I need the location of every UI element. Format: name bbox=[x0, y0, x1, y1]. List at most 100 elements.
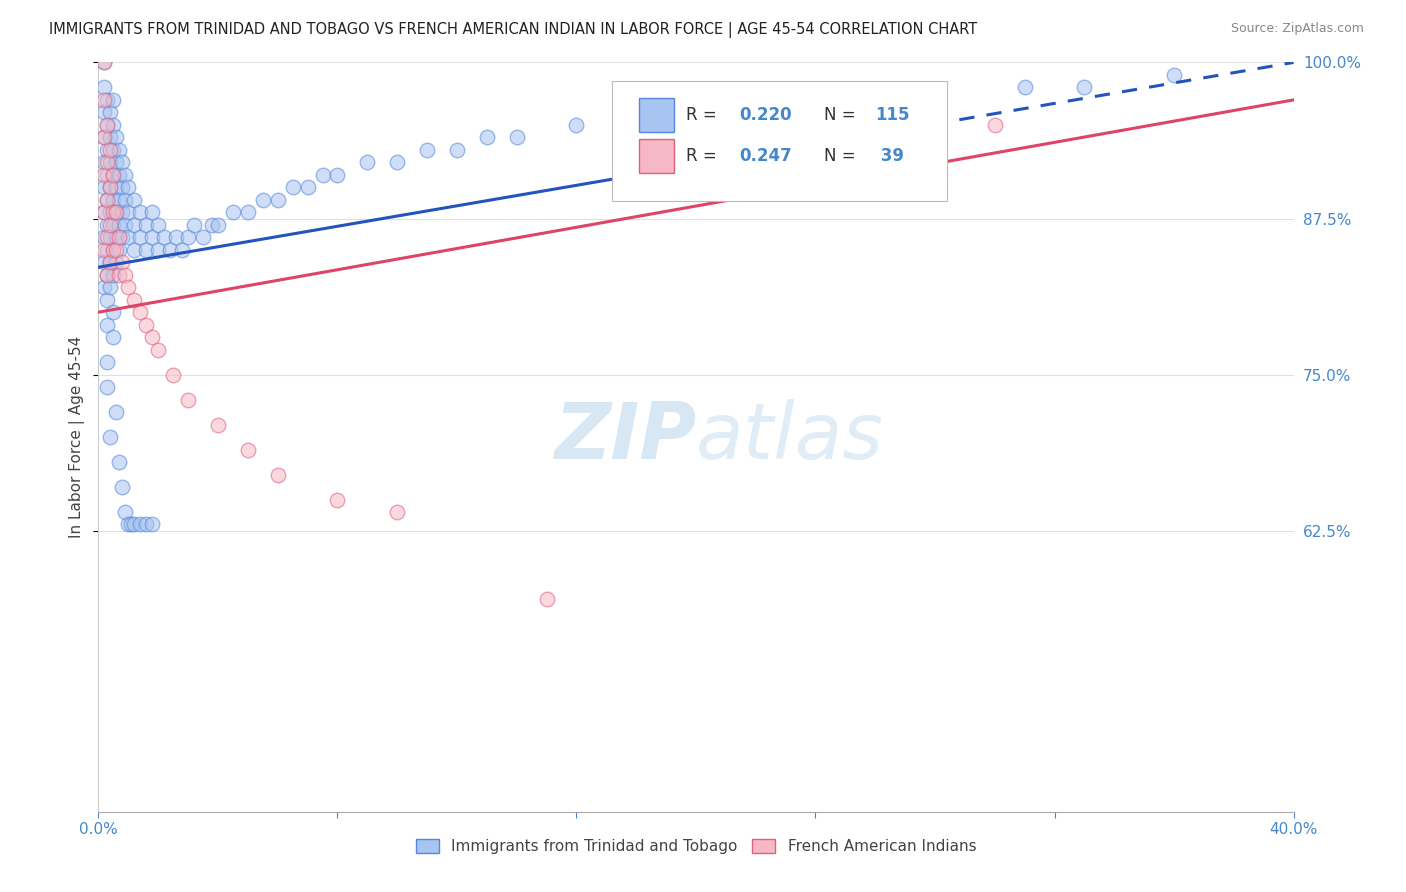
Point bbox=[98, 143, 122, 157]
Point bbox=[105, 155, 128, 169]
Point bbox=[117, 280, 139, 294]
Point bbox=[207, 417, 229, 432]
Point bbox=[111, 155, 134, 169]
Point bbox=[626, 118, 648, 132]
Point bbox=[117, 180, 139, 194]
Point bbox=[93, 93, 115, 107]
Text: ZIP: ZIP bbox=[554, 399, 696, 475]
Point bbox=[96, 318, 118, 332]
Point bbox=[108, 243, 131, 257]
Point bbox=[222, 205, 245, 219]
Point bbox=[416, 143, 439, 157]
Point bbox=[326, 168, 349, 182]
Point bbox=[98, 180, 122, 194]
Point bbox=[103, 243, 125, 257]
Point bbox=[96, 380, 118, 394]
Point bbox=[105, 130, 128, 145]
Point bbox=[108, 230, 131, 244]
Point bbox=[114, 218, 136, 232]
Point bbox=[120, 517, 142, 532]
Point bbox=[111, 255, 134, 269]
Point bbox=[111, 230, 134, 244]
Point bbox=[141, 330, 163, 344]
Point bbox=[96, 268, 118, 282]
Text: 39: 39 bbox=[876, 147, 904, 165]
Point bbox=[114, 268, 136, 282]
Point bbox=[98, 430, 122, 444]
Point bbox=[108, 168, 131, 182]
Bar bbox=[638, 98, 675, 132]
Point bbox=[129, 305, 152, 319]
Point bbox=[236, 442, 259, 457]
Point bbox=[745, 105, 768, 120]
Point bbox=[114, 193, 136, 207]
Point bbox=[103, 168, 125, 182]
Point bbox=[93, 168, 115, 182]
Point bbox=[114, 505, 136, 519]
Point bbox=[103, 268, 125, 282]
Point bbox=[114, 168, 136, 182]
Point bbox=[93, 55, 115, 70]
Point bbox=[117, 230, 139, 244]
Legend: Immigrants from Trinidad and Tobago, French American Indians: Immigrants from Trinidad and Tobago, Fre… bbox=[409, 832, 983, 860]
Point bbox=[103, 305, 125, 319]
Point bbox=[96, 243, 118, 257]
Point bbox=[96, 168, 118, 182]
Point bbox=[834, 93, 856, 107]
Point bbox=[96, 155, 118, 169]
FancyBboxPatch shape bbox=[613, 81, 948, 201]
Point bbox=[96, 193, 118, 207]
Point bbox=[252, 193, 274, 207]
Point bbox=[111, 480, 134, 494]
Point bbox=[446, 143, 468, 157]
Point bbox=[129, 230, 152, 244]
Text: N =: N = bbox=[824, 147, 860, 165]
Point bbox=[141, 205, 163, 219]
Point bbox=[536, 592, 558, 607]
Point bbox=[165, 230, 187, 244]
Point bbox=[96, 118, 118, 132]
Point bbox=[356, 155, 378, 169]
Point bbox=[385, 505, 409, 519]
Text: 0.220: 0.220 bbox=[740, 106, 792, 124]
Point bbox=[685, 105, 707, 120]
Point bbox=[108, 268, 131, 282]
Point bbox=[117, 205, 139, 219]
Point bbox=[153, 230, 176, 244]
Point bbox=[103, 205, 125, 219]
Point bbox=[93, 280, 115, 294]
Point bbox=[183, 218, 205, 232]
Point bbox=[93, 230, 115, 244]
Point bbox=[141, 230, 163, 244]
Point bbox=[98, 155, 122, 169]
Point bbox=[93, 205, 115, 219]
Point bbox=[103, 330, 125, 344]
Point bbox=[96, 218, 118, 232]
Point bbox=[93, 180, 115, 194]
Point bbox=[267, 193, 290, 207]
Point bbox=[93, 105, 115, 120]
Point bbox=[93, 130, 115, 145]
Point bbox=[124, 517, 146, 532]
Point bbox=[201, 218, 224, 232]
Point bbox=[236, 205, 259, 219]
Point bbox=[98, 205, 122, 219]
Point bbox=[105, 243, 128, 257]
Point bbox=[135, 318, 157, 332]
Point bbox=[129, 205, 152, 219]
Point bbox=[103, 168, 125, 182]
Point bbox=[172, 243, 194, 257]
Text: IMMIGRANTS FROM TRINIDAD AND TOBAGO VS FRENCH AMERICAN INDIAN IN LABOR FORCE | A: IMMIGRANTS FROM TRINIDAD AND TOBAGO VS F… bbox=[49, 22, 977, 38]
Point bbox=[135, 218, 157, 232]
Point bbox=[385, 155, 409, 169]
Point bbox=[148, 218, 170, 232]
Point bbox=[177, 230, 200, 244]
Point bbox=[103, 143, 125, 157]
Point bbox=[135, 243, 157, 257]
Point bbox=[96, 355, 118, 369]
Point bbox=[108, 218, 131, 232]
Point bbox=[98, 130, 122, 145]
Point bbox=[98, 255, 122, 269]
Bar bbox=[638, 139, 675, 173]
Point bbox=[135, 517, 157, 532]
